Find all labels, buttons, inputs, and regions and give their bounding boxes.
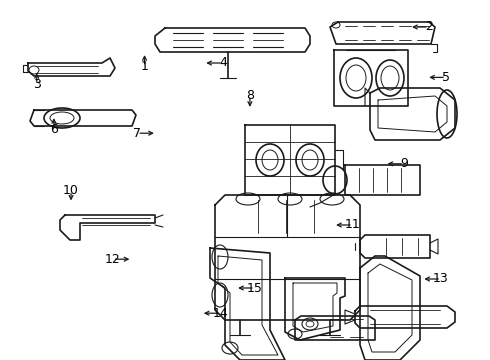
Text: 15: 15: [247, 282, 263, 294]
Text: 11: 11: [345, 219, 361, 231]
Text: 8: 8: [246, 89, 254, 102]
Text: 14: 14: [213, 307, 228, 320]
Text: 9: 9: [400, 157, 408, 170]
Text: 13: 13: [433, 273, 449, 285]
Text: 6: 6: [50, 123, 58, 136]
Text: 10: 10: [63, 184, 79, 197]
Text: 3: 3: [33, 78, 41, 91]
Text: 1: 1: [141, 60, 148, 73]
Text: 5: 5: [442, 71, 450, 84]
Text: 12: 12: [105, 253, 121, 266]
Text: 2: 2: [425, 21, 433, 33]
Text: 4: 4: [219, 57, 227, 69]
Text: 7: 7: [133, 127, 141, 140]
